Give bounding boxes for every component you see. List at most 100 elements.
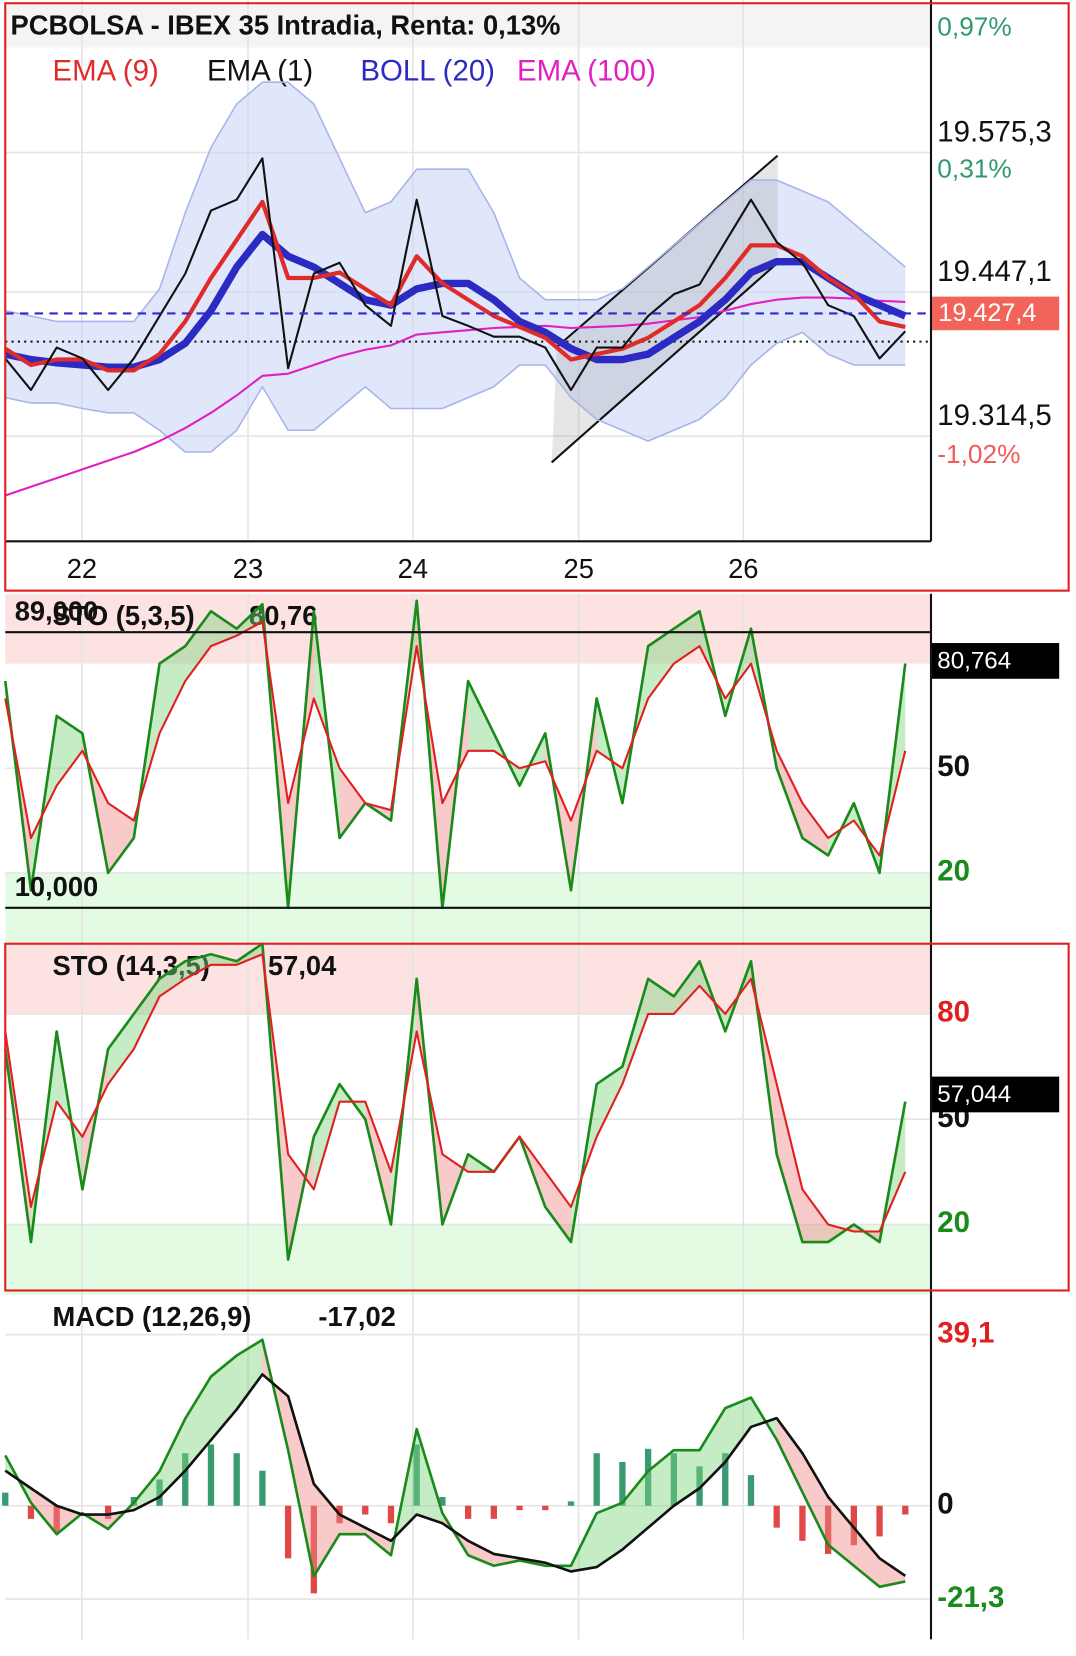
cross-fill: [776, 1084, 803, 1243]
histogram-bar: [2, 1492, 9, 1506]
histogram-bar: [104, 1505, 112, 1519]
histogram-bar: [53, 1505, 60, 1533]
histogram-bar: [439, 1497, 446, 1506]
cross-fill: [622, 1471, 649, 1550]
cross-fill: [288, 1396, 314, 1577]
d-line: [4, 620, 907, 857]
histogram-bar: [387, 1505, 395, 1524]
band-lower: [5, 331, 906, 453]
histogram-bar: [516, 1505, 523, 1511]
histogram-bar: [567, 1501, 575, 1506]
cross-fill: [648, 978, 674, 1014]
signal-line: [4, 1373, 907, 1577]
series-line: [4, 230, 907, 371]
panel-title: STO (14,3,5): [53, 950, 210, 981]
panel-border: [4, 2, 1070, 592]
macd-line: [4, 1338, 906, 1589]
y-tick-label: 50: [937, 750, 970, 783]
histogram-bar: [542, 1505, 549, 1511]
y-tick-label: 19.314,5: [937, 399, 1051, 432]
last-value-label: 57,044: [937, 1081, 1011, 1108]
y-tick-label: 19.447,1: [937, 255, 1051, 288]
panel-border: [4, 942, 1070, 1292]
panel-value: 57,04: [268, 950, 337, 981]
channel-line: [550, 262, 779, 464]
cross-fill: [468, 681, 494, 751]
cross-fill: [673, 611, 700, 664]
last-value-box: [930, 643, 1060, 679]
legend-entry: BOLL (20): [360, 54, 495, 87]
band-upper: [5, 81, 906, 323]
y-tick-label: 80: [937, 996, 970, 1029]
histogram-bar: [747, 1475, 755, 1506]
histogram-bar: [696, 1466, 703, 1506]
level-label: 89,000: [15, 595, 99, 626]
x-tick-label: 22: [67, 553, 97, 584]
cross-fill: [30, 1488, 57, 1535]
last-price-label: 19.427,4: [938, 299, 1036, 327]
cross-fill: [853, 1527, 880, 1587]
back-layer: [5, 0, 931, 1640]
histogram-bar: [362, 1505, 369, 1515]
cross-fill: [159, 646, 186, 734]
panel-title: MACD (12,26,9): [53, 1301, 252, 1332]
series-line: [4, 296, 906, 497]
histogram-bar: [722, 1453, 729, 1506]
cross-fill: [339, 1514, 366, 1535]
cross-fill: [776, 1418, 803, 1493]
panel-title: STO (5,3,5): [53, 600, 195, 631]
histogram-bar: [619, 1461, 626, 1506]
oversold-zone: [5, 1224, 931, 1295]
histogram-bar: [593, 1453, 600, 1506]
histogram-bar: [773, 1505, 780, 1528]
cross-fill: [468, 1540, 494, 1566]
histogram-bar: [233, 1453, 240, 1506]
cross-fill: [108, 803, 134, 873]
histogram-bar: [670, 1453, 677, 1506]
histogram-bar: [644, 1448, 652, 1506]
histogram-bar: [464, 1505, 472, 1519]
level-label: 10,000: [15, 871, 99, 902]
x-tick-label: 25: [564, 553, 594, 584]
k-line: [3, 599, 907, 910]
cross-fill: [879, 1558, 906, 1587]
cross-fill: [339, 768, 366, 839]
percent-label: -1,02%: [937, 439, 1020, 469]
histogram-bar: [182, 1453, 189, 1506]
histogram-bar: [156, 1479, 163, 1506]
histogram-bar: [310, 1505, 317, 1594]
y-tick-label: -21,3: [937, 1581, 1004, 1614]
cross-fill: [673, 961, 700, 1014]
cross-fill: [313, 1084, 340, 1190]
last-value-label: 80,764: [937, 647, 1011, 674]
x-tick-label: 24: [398, 553, 428, 584]
y-tick-label: 20: [937, 1206, 970, 1239]
histogram-bar: [207, 1444, 215, 1506]
cross-fill: [236, 1339, 263, 1410]
histogram-bar: [259, 1470, 266, 1506]
front-layer: 22 23 24 25 26 19.575,3 19.447,1 19.314,5 PCBOLS…: [2, 0, 1060, 1640]
cross-fill: [802, 1189, 829, 1243]
cross-fill: [545, 1171, 571, 1243]
cross-fill: [108, 1013, 134, 1085]
cross-fill: [159, 1418, 186, 1498]
y-tick-label: 39,1: [937, 1316, 994, 1349]
cross-fill: [596, 1066, 623, 1137]
histogram-bar: [284, 1505, 292, 1559]
cross-fill: [596, 1502, 623, 1568]
histogram-bar: [902, 1505, 909, 1515]
legend-entry: EMA (1): [207, 54, 313, 87]
cross-fill: [802, 1453, 829, 1545]
channel-fill: [551, 155, 778, 463]
d-line: [4, 953, 907, 1233]
overbought-zone: [5, 593, 931, 664]
histogram-bar: [876, 1505, 883, 1537]
cross-fill: [210, 1355, 237, 1441]
panel-value: -17,02: [318, 1301, 395, 1332]
last-price-box: [930, 296, 1060, 331]
cross-fill: [159, 961, 186, 997]
cross-fill: [56, 715, 83, 786]
histogram-bar: [490, 1505, 497, 1519]
